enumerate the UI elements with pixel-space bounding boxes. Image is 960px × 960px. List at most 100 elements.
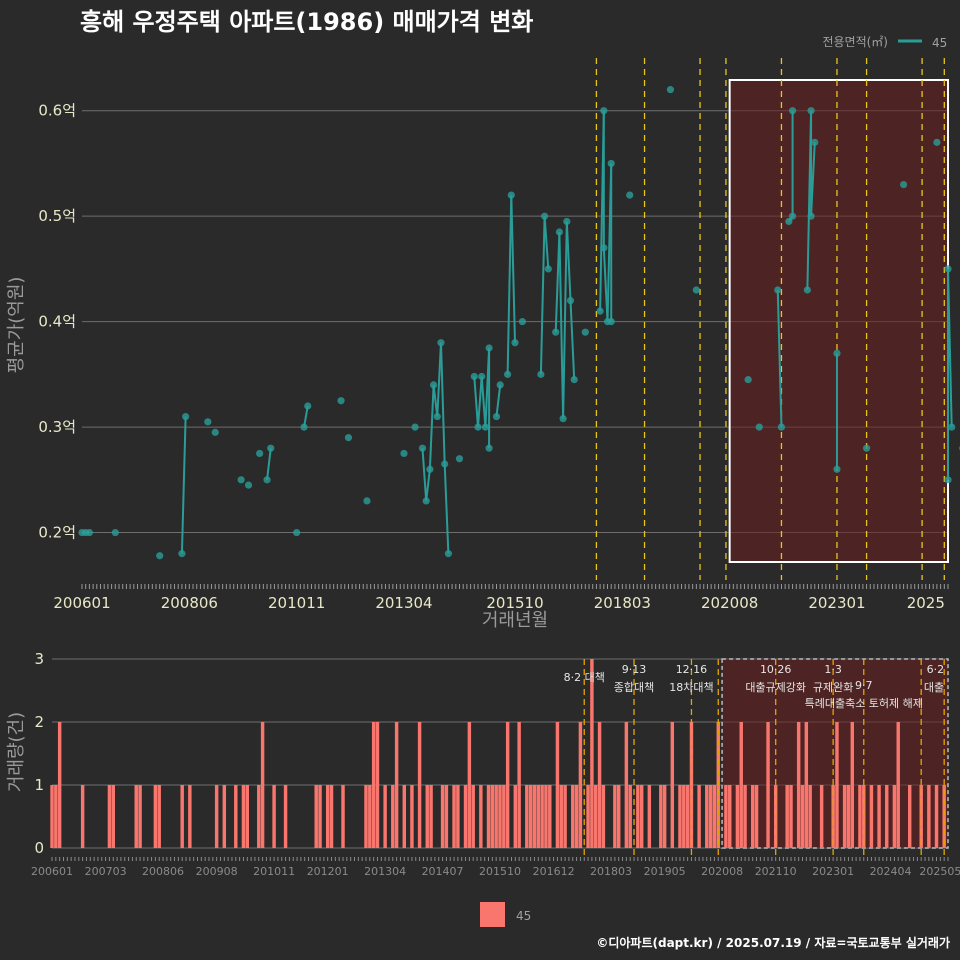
- policy-annotation: 18차대책: [669, 681, 713, 694]
- bottom-legend-item: 45: [516, 909, 531, 923]
- series-point: [256, 449, 264, 458]
- volume-bar: [896, 722, 900, 848]
- series-point: [300, 423, 308, 431]
- bottom-x-tick-label: 202505: [919, 865, 960, 878]
- top-legend: 전용면적(㎡) 45: [822, 35, 947, 50]
- top-x-tick-label: 201510: [486, 594, 543, 612]
- volume-bar: [241, 785, 246, 848]
- policy-annotation: 특례대출축소 토허제 해제: [805, 696, 923, 710]
- series-point: [944, 265, 952, 273]
- volume-bar: [662, 785, 667, 848]
- volume-bar: [314, 785, 318, 848]
- series-point: [485, 344, 493, 352]
- credit-text: ©디아파트(dapt.kr) / 2025.07.19 / 자료=국토교통부 실…: [596, 935, 950, 950]
- series-point: [485, 444, 493, 452]
- top-policy-lines: [595, 58, 945, 580]
- top-x-tick-label: 201011: [268, 594, 325, 612]
- volume-bar: [245, 785, 250, 848]
- series-point: [237, 476, 245, 484]
- series-line-segment: [776, 289, 783, 428]
- top-y-tick-label: 0.4억: [38, 313, 76, 331]
- bottom-x-tick-label: 201803: [590, 865, 632, 878]
- series-point: [411, 423, 419, 431]
- series-point: [263, 476, 271, 484]
- series-line-segment: [180, 416, 187, 554]
- volume-bar: [417, 722, 422, 848]
- policy-annotation: 9·7: [855, 679, 873, 692]
- top-x-axis-label: 거래년월: [482, 610, 548, 631]
- volume-bar: [586, 785, 590, 848]
- volume-bar: [486, 785, 491, 848]
- series-point: [444, 550, 452, 558]
- series-point: [785, 217, 793, 226]
- policy-annotation: 6·2: [927, 663, 945, 676]
- volume-bar: [574, 785, 579, 848]
- bottom-x-tick-label: 201407: [422, 865, 464, 878]
- volume-bar: [383, 785, 387, 848]
- volume-bar: [234, 785, 238, 848]
- volume-bar: [440, 785, 445, 848]
- series-line-segment: [443, 463, 450, 554]
- bottom-x-tick-label: 201612: [533, 865, 575, 878]
- top-x-tick-label: 201803: [594, 594, 651, 612]
- volume-bar: [402, 785, 406, 848]
- bottom-x-ticks: 200601 200703 200806 200908 201011 201201 2013…: [31, 857, 960, 878]
- volume-bar: [494, 785, 498, 848]
- series-point: [600, 244, 608, 252]
- bottom-x-tick-label: 200806: [142, 865, 184, 878]
- volume-bar: [628, 785, 632, 848]
- top-x-ticks: 200601 200806 201011 201304 201510 201803 2020…: [53, 584, 949, 612]
- series-point: [470, 372, 478, 381]
- series-line-segment: [565, 221, 572, 301]
- bottom-y-ticks: 0 1 2 3: [34, 650, 44, 857]
- series-point: [293, 528, 301, 537]
- top-y-ticks: 0.2억 0.3억 0.4억 0.5억 0.6억: [38, 102, 76, 542]
- top-x-tick-label: 200806: [161, 594, 218, 612]
- top-x-tick-label: 201304: [375, 594, 432, 612]
- bottom-highlight-region: [721, 658, 949, 849]
- series-point: [788, 212, 797, 220]
- volume-bar: [743, 785, 747, 848]
- bottom-x-tick-label: 201011: [253, 865, 295, 878]
- series-point: [555, 228, 564, 236]
- volume-bar: [456, 785, 460, 848]
- volume-bar: [548, 785, 552, 848]
- series-point: [607, 318, 615, 326]
- volume-bar: [490, 785, 495, 848]
- volume-bar: [594, 785, 598, 848]
- series-point: [211, 428, 219, 436]
- volume-bar: [532, 785, 537, 848]
- volume-bar: [869, 785, 874, 848]
- volume-bar: [858, 785, 862, 848]
- volume-bar: [682, 785, 686, 848]
- volume-bar: [685, 785, 690, 848]
- volume-bar: [601, 785, 606, 848]
- volume-bar: [479, 785, 483, 848]
- series-line-segment: [425, 469, 431, 502]
- volume-bar: [785, 785, 789, 848]
- series-point: [607, 159, 615, 168]
- volume-bar: [525, 785, 529, 848]
- series-point: [803, 286, 811, 294]
- series-point: [552, 328, 560, 336]
- volume-bar: [808, 785, 812, 848]
- volume-bar: [410, 785, 414, 848]
- volume-bar: [739, 722, 743, 848]
- policy-annotation: 1·3: [824, 663, 842, 676]
- series-line-segment: [539, 216, 546, 375]
- series-point: [433, 412, 441, 421]
- series-point: [496, 381, 504, 389]
- volume-bar: [107, 785, 112, 848]
- volume-bar: [54, 785, 58, 848]
- volume-bar: [835, 722, 839, 848]
- series-point: [833, 465, 841, 473]
- policy-annotation: 종합대책: [614, 681, 654, 694]
- volume-bar: [636, 785, 640, 848]
- volume-bar: [934, 785, 939, 848]
- volume-bar: [773, 785, 778, 848]
- volume-bar: [571, 785, 575, 848]
- series-point: [948, 423, 956, 431]
- volume-bar: [375, 722, 380, 848]
- series-line-segment: [569, 300, 576, 380]
- series-point: [807, 212, 815, 220]
